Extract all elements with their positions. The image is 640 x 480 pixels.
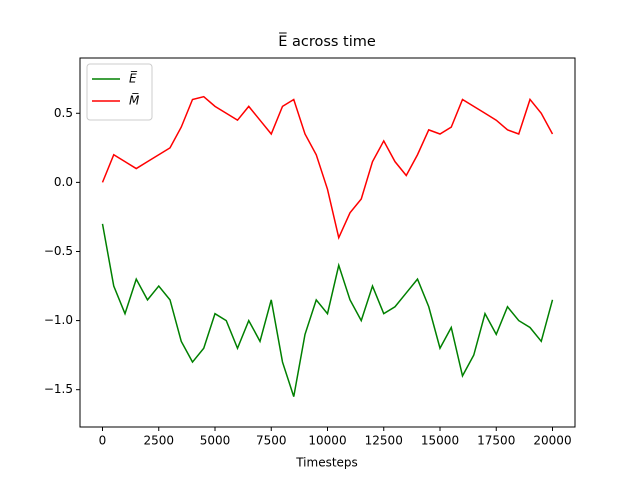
x-tick-label: 0	[99, 434, 107, 448]
x-tick-label: 20000	[533, 434, 571, 448]
legend-box	[86, 63, 153, 121]
x-tick-label: 2500	[143, 434, 174, 448]
y-tick-label: −1.0	[44, 313, 73, 327]
y-tick-label: 0.0	[54, 175, 73, 189]
y-tick-label: 0.5	[54, 106, 73, 120]
x-tick-label: 10000	[308, 434, 346, 448]
x-axis-label: Timesteps	[295, 456, 358, 470]
x-tick-label: 12500	[365, 434, 403, 448]
x-tick-label: 7500	[256, 434, 287, 448]
y-tick-label: −0.5	[44, 244, 73, 258]
legend-label: M̅	[129, 92, 140, 107]
plot-frame	[79, 57, 576, 428]
series-line	[101, 223, 554, 397]
x-tick-label: 15000	[421, 434, 459, 448]
x-tick-label: 17500	[477, 434, 515, 448]
chart-title: E̅ across time	[278, 32, 376, 50]
legend-label: E̅	[129, 70, 138, 85]
series-line	[101, 95, 554, 240]
y-tick-label: −1.5	[44, 382, 73, 396]
x-tick-label: 5000	[200, 434, 231, 448]
